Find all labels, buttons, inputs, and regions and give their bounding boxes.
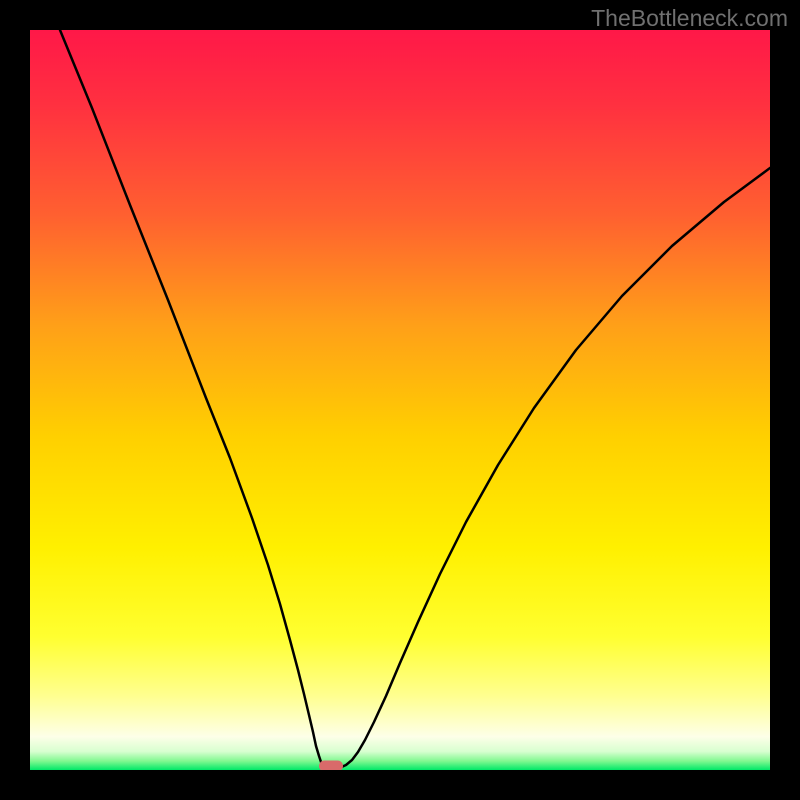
chart-container: TheBottleneck.com xyxy=(0,0,800,800)
optimum-marker xyxy=(319,761,343,771)
bottleneck-curve xyxy=(60,30,770,768)
watermark-text: TheBottleneck.com xyxy=(591,5,788,32)
chart-svg xyxy=(30,30,770,770)
